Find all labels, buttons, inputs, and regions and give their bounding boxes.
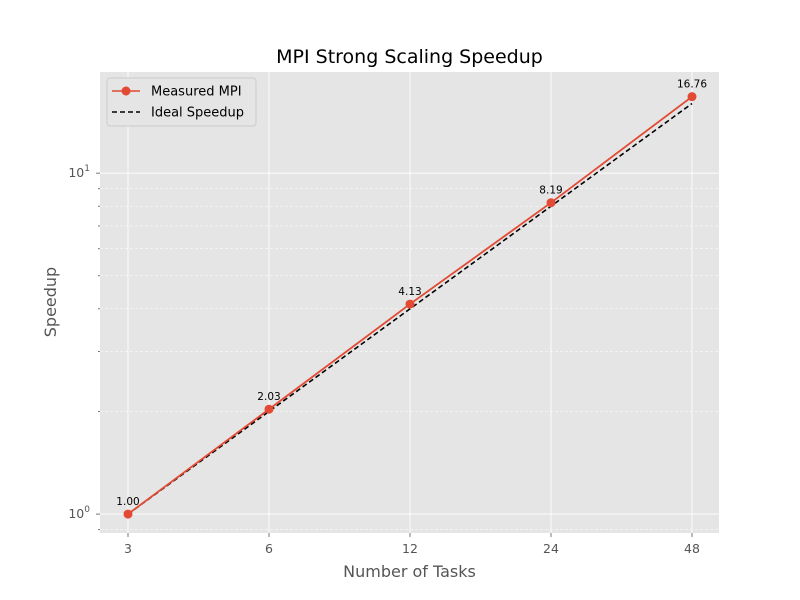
data-label: 1.00	[116, 496, 139, 508]
measured-mpi-point	[546, 198, 556, 208]
ideal-speedup-series	[127, 102, 693, 515]
data-label: 2.03	[257, 391, 280, 403]
data-label: 16.76	[677, 79, 707, 91]
legend-ideal-label: Ideal Speedup	[151, 106, 244, 121]
x-tick-label: 48	[684, 541, 700, 556]
y-axis-label: Speedup	[41, 267, 60, 337]
measured-mpi-point	[264, 404, 274, 414]
x-tick-label: 6	[265, 541, 273, 556]
measured-mpi-point	[405, 299, 415, 309]
measured-mpi-series	[123, 92, 697, 519]
data-labels: 1.00 2.03 4.13 8.19 16.76	[116, 79, 707, 508]
legend-measured-label: Measured MPI	[151, 85, 242, 100]
x-tick-label: 12	[402, 541, 418, 556]
measured-mpi-point	[123, 509, 133, 519]
y-axis-ticks: 100 101	[68, 164, 100, 531]
x-axis-label: Number of Tasks	[343, 562, 476, 581]
legend-box	[106, 77, 257, 127]
y-tick-label: 101	[68, 164, 90, 180]
data-label: 8.19	[539, 185, 562, 197]
legend-measured-marker	[121, 86, 131, 96]
x-tick-label: 3	[124, 541, 132, 556]
data-label: 4.13	[398, 286, 421, 298]
chart-title: MPI Strong Scaling Speedup	[276, 46, 543, 68]
ideal-speedup-line	[127, 102, 693, 515]
y-tick-label: 100	[68, 505, 90, 521]
measured-mpi-point	[687, 92, 697, 102]
x-tick-label: 24	[543, 541, 559, 556]
x-axis-ticks: 3 6 12 24 48	[124, 533, 700, 556]
legend: Measured MPI Ideal Speedup	[106, 77, 257, 127]
